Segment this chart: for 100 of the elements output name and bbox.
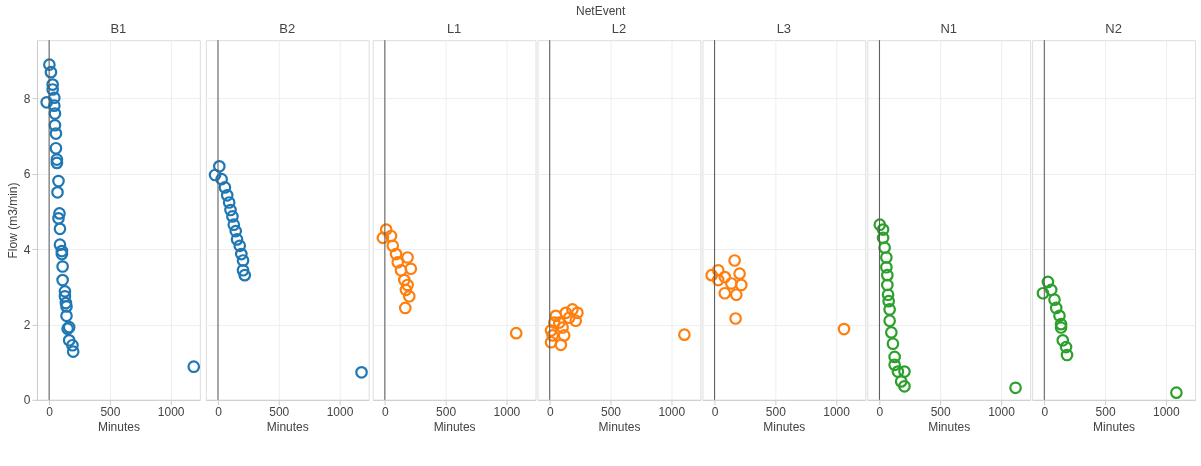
x-tick-label: 500 <box>436 405 457 420</box>
point <box>876 231 890 245</box>
x-axis-title: Minutes <box>598 420 641 435</box>
point <box>48 118 62 132</box>
point <box>49 141 63 155</box>
point <box>559 306 573 320</box>
chart-title: L2 <box>611 20 627 36</box>
point <box>218 181 232 194</box>
point <box>1170 386 1183 400</box>
point <box>882 294 896 308</box>
point <box>718 286 732 300</box>
point <box>552 316 566 329</box>
x-tick-label: 0 <box>546 405 554 420</box>
point <box>898 365 911 378</box>
point <box>56 260 69 273</box>
point <box>62 334 76 347</box>
x-tick-label: 1000 <box>658 405 686 420</box>
point <box>53 207 66 220</box>
chart-title: N2 <box>1105 20 1122 36</box>
point <box>888 350 901 364</box>
point <box>59 296 73 310</box>
point <box>571 306 584 320</box>
point <box>220 189 234 202</box>
point <box>44 65 58 79</box>
y-tick-label: 8 <box>23 92 31 107</box>
x-tick-label: 500 <box>765 405 787 420</box>
point <box>66 338 79 352</box>
x-axis-title: Minutes <box>266 420 309 435</box>
x-tick-label: 500 <box>600 405 622 420</box>
point <box>891 365 905 378</box>
point <box>224 203 237 217</box>
point <box>569 314 583 328</box>
point <box>48 99 61 113</box>
point <box>379 223 393 236</box>
point <box>1056 334 1070 347</box>
point <box>222 196 236 209</box>
x-axis-title: Minutes <box>763 420 806 435</box>
point <box>1054 321 1068 334</box>
point <box>43 58 56 71</box>
x-tick-label: 500 <box>1095 405 1116 420</box>
point <box>66 345 80 358</box>
point <box>885 326 898 339</box>
point <box>711 273 725 287</box>
point <box>1041 275 1055 289</box>
point <box>50 153 64 166</box>
point <box>733 267 746 280</box>
x-axis-title: Minutes <box>433 420 476 435</box>
point <box>557 329 571 342</box>
point <box>401 251 414 264</box>
x-tick-label: 500 <box>269 405 290 420</box>
point <box>60 309 73 323</box>
x-tick-label: 500 <box>100 405 121 420</box>
x-tick-label: 0 <box>46 405 54 420</box>
point <box>391 256 405 269</box>
point <box>404 262 418 276</box>
point <box>53 222 67 236</box>
point <box>547 316 561 329</box>
point <box>236 254 250 267</box>
point <box>52 211 65 225</box>
point <box>556 321 569 334</box>
point <box>401 278 414 292</box>
point <box>402 289 416 303</box>
point <box>389 247 403 261</box>
point <box>48 107 62 120</box>
point <box>398 301 412 315</box>
point <box>1059 340 1073 354</box>
point <box>227 218 241 232</box>
x-tick-label: 0 <box>1041 405 1049 420</box>
point <box>546 329 559 342</box>
point <box>1060 348 1074 362</box>
point <box>837 322 851 336</box>
point <box>46 83 59 96</box>
point <box>880 278 894 292</box>
y-tick-label: 2 <box>23 318 31 333</box>
x-tick-label: 1000 <box>823 405 851 420</box>
point <box>876 223 890 236</box>
chart-title: N1 <box>940 20 958 36</box>
point <box>226 210 239 223</box>
point <box>898 379 911 393</box>
point <box>233 239 247 253</box>
x-tick-label: 0 <box>876 405 884 420</box>
point <box>725 277 738 290</box>
x-tick-label: 1000 <box>157 405 185 420</box>
point <box>509 326 523 340</box>
point <box>883 314 896 328</box>
point <box>888 358 901 372</box>
x-tick-label: 1000 <box>1153 405 1180 420</box>
point <box>48 91 61 105</box>
x-tick-label: 0 <box>382 405 390 420</box>
point <box>397 273 411 287</box>
point <box>734 278 748 292</box>
chart-title: B2 <box>279 20 296 36</box>
text: NetEvent <box>576 4 626 19</box>
point <box>1048 293 1061 306</box>
point <box>705 268 718 282</box>
point <box>718 270 732 284</box>
point <box>729 312 742 325</box>
point <box>886 337 900 351</box>
x-axis-title: Minutes <box>97 420 140 435</box>
y-tick-label: 6 <box>23 167 31 182</box>
